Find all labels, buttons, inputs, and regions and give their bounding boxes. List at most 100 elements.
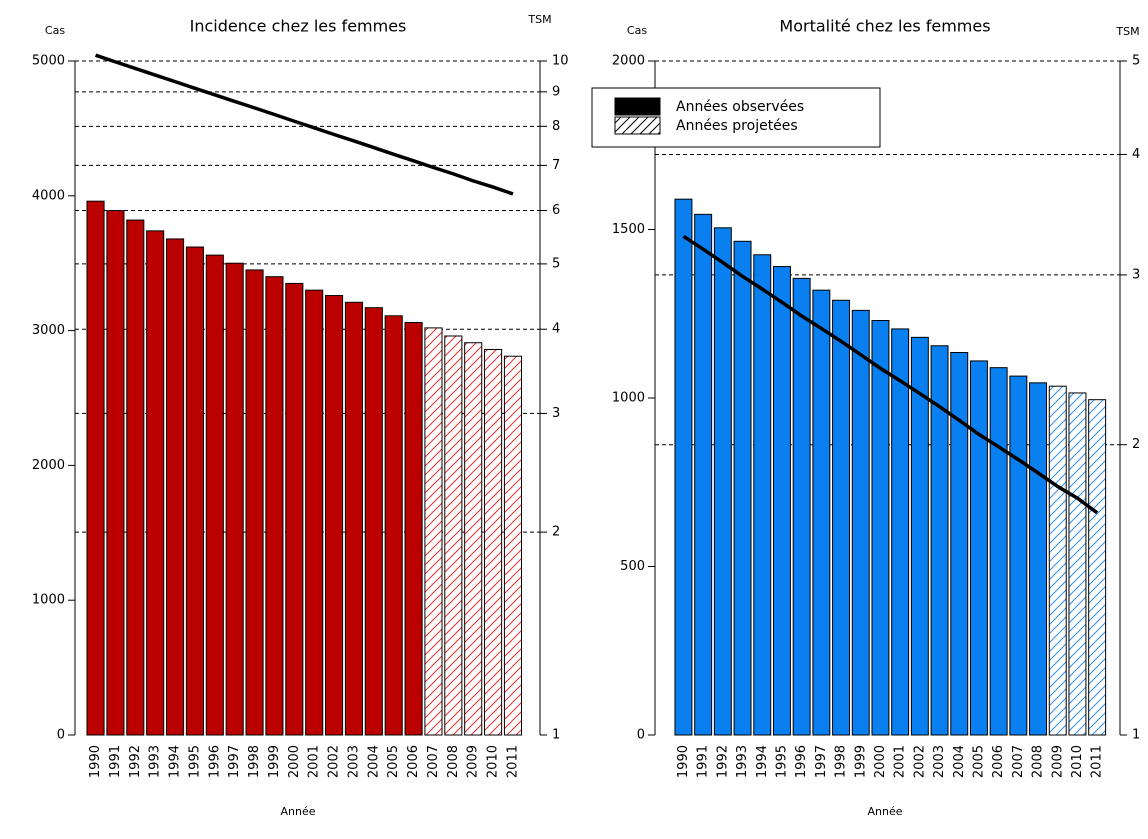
x-tick-label: 1996 (794, 745, 809, 778)
x-tick-label: 2006 (991, 745, 1006, 778)
x-axis-label: Année (280, 805, 315, 818)
bar (674, 198, 693, 736)
bar (1068, 392, 1087, 736)
y2-tick-label: 3 (1132, 267, 1140, 282)
bar (1088, 399, 1107, 736)
bar (245, 269, 264, 736)
y-tick-label: 4000 (32, 188, 65, 203)
y-tick-label: 5000 (32, 54, 65, 69)
x-tick-label: 1999 (853, 745, 868, 778)
y-tick-label: 1500 (612, 222, 645, 237)
bar (694, 213, 713, 736)
x-tick-label: 2009 (466, 745, 481, 778)
bar (503, 355, 523, 736)
x-tick-label: 1994 (755, 745, 770, 778)
y-tick-label: 2000 (612, 54, 645, 69)
x-tick-label: 2004 (952, 745, 967, 778)
x-tick-label: 2008 (1031, 745, 1046, 778)
y-tick-label: 500 (620, 559, 645, 574)
x-tick-label: 2006 (406, 745, 421, 778)
x-tick-label: 1993 (148, 745, 163, 778)
x-tick-label: 2005 (386, 745, 401, 778)
bar (851, 309, 870, 736)
bar (364, 307, 383, 736)
x-tick-label: 2004 (366, 745, 381, 778)
x-tick-label: 2000 (873, 745, 888, 778)
y-tick-label: 3000 (32, 323, 65, 338)
bar (733, 240, 752, 736)
bar (969, 360, 988, 736)
bar (989, 367, 1008, 736)
bar (344, 301, 363, 736)
legend-label: Années projetées (676, 118, 798, 134)
x-tick-label: 2009 (1050, 745, 1065, 778)
x-tick-label: 1997 (814, 745, 829, 778)
y2-tick-label: 4 (552, 322, 560, 337)
y2-tick-label: 1 (552, 728, 560, 743)
y2-tick-label: 8 (552, 119, 560, 134)
y2-tick-label: 1 (1132, 728, 1140, 743)
y2-tick-label: 10 (552, 54, 569, 69)
y2-tick-label: 4 (1132, 147, 1140, 162)
legend-swatch (614, 116, 661, 135)
x-tick-label: 1998 (247, 745, 262, 778)
x-tick-label: 2000 (287, 745, 302, 778)
bar (205, 254, 224, 736)
x-tick-label: 1991 (108, 745, 123, 778)
bar (325, 295, 344, 736)
y2-tick-label: 5 (552, 256, 560, 271)
bar (305, 289, 324, 736)
bar (950, 352, 969, 736)
bar (265, 276, 284, 736)
x-tick-label: 2003 (932, 745, 947, 778)
y-tick-label: 0 (637, 728, 645, 743)
x-tick-label: 2011 (1090, 745, 1105, 778)
bar (1048, 385, 1067, 736)
bar (772, 266, 791, 736)
y-tick-label: 1000 (32, 593, 65, 608)
x-tick-label: 1996 (207, 745, 222, 778)
y2-tick-label: 6 (552, 203, 560, 218)
line (682, 234, 1099, 515)
bar (792, 277, 811, 736)
x-tick-label: 1992 (128, 745, 143, 778)
x-tick-label: 1990 (88, 745, 103, 778)
y2-axis-label: TSM (527, 13, 551, 26)
bar (891, 328, 910, 736)
x-axis-label: Année (867, 805, 902, 818)
x-tick-label: 1998 (834, 745, 849, 778)
y2-tick-label: 3 (552, 406, 560, 421)
bar (464, 342, 483, 736)
bar (753, 254, 772, 736)
x-tick-label: 2003 (346, 745, 361, 778)
y-tick-label: 1000 (612, 391, 645, 406)
bar (106, 210, 125, 736)
bar (1029, 382, 1048, 736)
bar (285, 282, 304, 736)
y2-tick-label: 2 (1132, 437, 1140, 452)
y-tick-label: 0 (57, 728, 65, 743)
x-tick-label: 2002 (327, 745, 342, 778)
chart-title: Mortalité chez les femmes (779, 17, 990, 36)
bar (126, 219, 145, 736)
x-tick-label: 2010 (486, 745, 501, 778)
x-tick-label: 2001 (893, 745, 908, 778)
bar (812, 289, 831, 736)
x-tick-label: 1997 (227, 745, 242, 778)
y-axis-label: Cas (45, 24, 65, 37)
x-tick-label: 1992 (715, 745, 730, 778)
bar (404, 322, 423, 736)
legend-swatch (614, 97, 661, 116)
chart-title: Incidence chez les femmes (190, 17, 407, 36)
y2-tick-label: 5 (1132, 54, 1140, 69)
bar (484, 348, 503, 736)
x-tick-label: 2007 (1011, 745, 1026, 778)
x-tick-label: 1995 (187, 745, 202, 778)
x-tick-label: 1993 (735, 745, 750, 778)
bar (424, 327, 443, 736)
y2-axis-label: TSM (1115, 25, 1139, 38)
bar (1009, 375, 1028, 736)
bar (910, 336, 929, 736)
x-tick-label: 1995 (774, 745, 789, 778)
